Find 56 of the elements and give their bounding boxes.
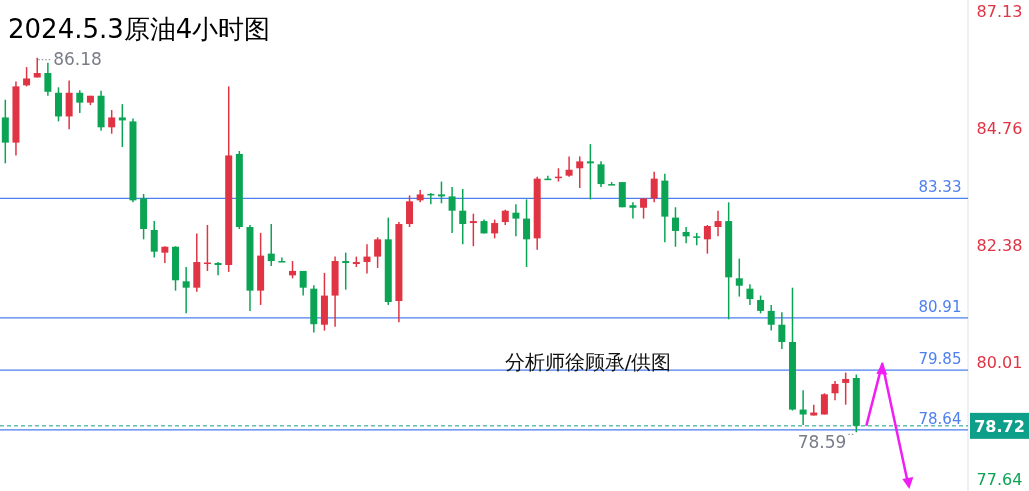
candlestick xyxy=(640,197,648,220)
annotation: 86.18 xyxy=(53,48,102,69)
ref-line-label: 80.91 xyxy=(918,297,962,316)
candlestick xyxy=(182,266,190,315)
candlestick xyxy=(491,218,499,240)
candlestick xyxy=(65,79,73,131)
ref-line-label: 79.85 xyxy=(918,350,962,369)
candlestick xyxy=(76,89,84,114)
candlestick xyxy=(459,188,467,246)
candlestick xyxy=(108,109,116,135)
candlestick xyxy=(342,251,350,291)
candlestick xyxy=(671,206,679,248)
candlestick xyxy=(363,243,371,275)
candlestick xyxy=(437,180,445,205)
candlestick xyxy=(267,223,275,267)
candlestick xyxy=(44,61,52,97)
candlestick xyxy=(150,220,158,259)
candlestick xyxy=(714,209,722,238)
candlestick xyxy=(299,270,307,297)
candlestick xyxy=(576,155,584,189)
candlestick xyxy=(586,143,594,201)
candlestick xyxy=(469,212,477,247)
candlestick xyxy=(650,170,658,204)
annotation: 78.59 xyxy=(797,432,847,453)
candlestick xyxy=(746,283,754,306)
y-tick-label: 84.76 xyxy=(976,118,1023,138)
candlestick xyxy=(512,203,520,238)
candlestick xyxy=(703,224,711,255)
candlestick xyxy=(831,380,839,401)
candlestick xyxy=(629,201,637,220)
text: 2024.5.3原油4小时图 xyxy=(8,14,271,44)
ref-line-label: 78.64 xyxy=(918,409,962,428)
candlestick xyxy=(735,257,743,298)
ref-line-label: 83.33 xyxy=(918,178,962,197)
ref-line-label: 78.72 xyxy=(974,416,1025,436)
candlestick xyxy=(55,86,63,123)
candlestick xyxy=(820,392,828,416)
candlestick xyxy=(682,226,690,245)
candlestick xyxy=(374,236,382,269)
y-tick-label: 82.38 xyxy=(976,236,1023,256)
candlestick xyxy=(842,371,850,406)
candlestick xyxy=(406,194,414,228)
candlestick xyxy=(523,198,531,268)
annotation: 分析师徐顾承/供图 xyxy=(504,350,672,374)
candlestick xyxy=(778,311,786,350)
candlestick xyxy=(597,160,605,188)
candlestick xyxy=(214,261,222,277)
candlestick xyxy=(565,155,573,178)
y-tick-label: 87.13 xyxy=(976,1,1023,21)
candlestick xyxy=(118,103,126,148)
candlestick xyxy=(448,186,456,234)
candlestick xyxy=(799,389,807,426)
candlestick xyxy=(767,304,775,332)
candlestick xyxy=(23,66,31,88)
y-tick-label: 80.01 xyxy=(976,353,1023,373)
y-tick-label: 77.64 xyxy=(976,470,1023,490)
